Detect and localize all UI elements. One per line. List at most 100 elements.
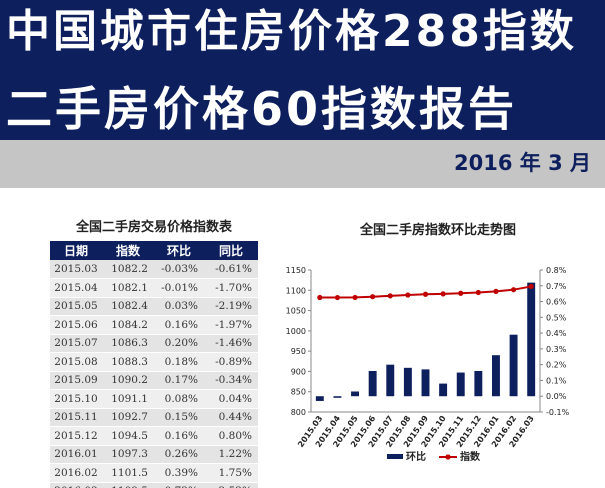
index-point xyxy=(370,294,376,300)
cell-index: 1092.7 xyxy=(102,408,154,427)
cell-date: 2016.02 xyxy=(50,463,102,483)
right-axis-tick-label: 0.5% xyxy=(546,313,567,322)
cell-mom: -0.01% xyxy=(154,278,204,298)
column-header-yoy: 同比 xyxy=(204,241,258,260)
report-subtitle: 二手房价格60指数报告 xyxy=(6,82,518,136)
cell-date: 2015.10 xyxy=(50,389,102,409)
left-axis-tick-label: 1000 xyxy=(286,327,306,336)
mom-bar xyxy=(491,355,500,397)
chart-title: 全国二手房指数环比走势图 xyxy=(359,223,516,238)
cell-mom: 0.16% xyxy=(154,426,204,446)
index-point xyxy=(422,291,429,297)
cell-date: 2016.03 xyxy=(50,482,102,488)
index-point xyxy=(493,288,499,294)
mom-bar xyxy=(315,396,324,401)
cell-index: 1097.3 xyxy=(102,445,154,464)
cell-index: 1101.5 xyxy=(102,463,154,483)
cell-index: 1084.2 xyxy=(102,315,154,335)
mom-bar xyxy=(439,383,448,397)
cell-index: 1082.1 xyxy=(102,278,154,298)
cell-date: 2015.04 xyxy=(50,278,102,298)
cell-date: 2015.05 xyxy=(50,297,102,316)
table-row: 2016.02 1101.5 0.39% 1.75% xyxy=(50,463,258,483)
cell-yoy: -1.97% xyxy=(204,315,258,335)
cell-mom: 0.15% xyxy=(154,408,204,427)
mom-bar xyxy=(456,372,465,397)
left-axis-tick-label: 1050 xyxy=(286,307,306,316)
table-row: 2015.09 1090.2 0.17% -0.34% xyxy=(50,371,258,390)
cell-index: 1088.3 xyxy=(102,352,154,372)
cell-mom: 0.08% xyxy=(154,389,204,409)
right-axis-tick-label: 0.1% xyxy=(546,376,567,385)
cell-index: 1090.2 xyxy=(102,371,154,390)
table-row: 2016.031109.50.72%2.52% xyxy=(50,482,258,488)
index-point xyxy=(317,294,323,301)
table-row: 2015.11 1092.7 0.15% 0.44% xyxy=(50,408,258,427)
index-point xyxy=(334,294,341,301)
cell-date: 2015.09 xyxy=(50,371,102,390)
cell-yoy: 2.52% xyxy=(204,482,258,488)
right-axis-tick-label: 0.0% xyxy=(546,392,567,401)
cell-index: 1091.1 xyxy=(102,389,154,409)
table-row: 2015.10 1091.1 0.08% 0.04% xyxy=(50,389,258,409)
right-axis-tick-label: 0.4% xyxy=(546,329,567,338)
legend-mom-swatch xyxy=(387,454,403,459)
right-axis-tick-label: 0.3% xyxy=(546,345,567,354)
cell-mom: 0.39% xyxy=(154,463,204,483)
legend-mom-label: 环比 xyxy=(406,450,426,463)
table-row: 2015.06 1084.2 0.16% -1.97% xyxy=(50,315,258,335)
report-date: 2016 年 3 月 xyxy=(454,151,591,175)
index-point xyxy=(440,291,446,297)
cell-date: 2015.11 xyxy=(50,408,102,427)
mom-bar xyxy=(368,370,377,397)
right-axis-tick-label: -0.1% xyxy=(546,408,570,417)
report-title: 中国城市住房价格288指数 xyxy=(6,6,577,57)
cell-date: 2015.12 xyxy=(50,426,102,446)
cell-mom: 0.16% xyxy=(154,315,204,335)
table-header-row: 日期 指数 环比 同比 xyxy=(50,241,258,260)
left-axis-tick-label: 850 xyxy=(291,388,306,397)
table-row: 2015.04 1082.1 -0.01% -1.70% xyxy=(50,278,258,298)
cell-date: 2015.08 xyxy=(50,352,102,372)
cell-date: 2015.06 xyxy=(50,315,102,335)
index-point xyxy=(405,292,411,298)
table-row: 2015.12 1094.5 0.16% 0.80% xyxy=(50,426,258,446)
cell-yoy: -1.46% xyxy=(204,334,258,353)
right-axis-tick-label: 0.8% xyxy=(546,266,567,275)
index-point xyxy=(352,294,358,301)
mom-bar xyxy=(509,334,518,397)
mom-bar xyxy=(474,370,483,397)
cell-mom: 0.26% xyxy=(154,445,204,464)
table-row: 2015.08 1088.3 0.18% -0.89% xyxy=(50,352,258,372)
left-axis-tick-label: 800 xyxy=(291,408,306,417)
index-trend-chart: 800 850 900 950 1000 1050 1100 1150 -0.1% 0.0% 0.1… xyxy=(286,266,570,463)
price-index-table: 日期 指数 环比 同比 2015.03 1082.2 -0.03% -0.61% 201… xyxy=(50,241,258,488)
index-point xyxy=(475,289,481,296)
cell-index: 1082.4 xyxy=(102,297,154,316)
cell-date: 2016.01 xyxy=(50,445,102,464)
cell-yoy: -1.70% xyxy=(204,278,258,298)
index-point xyxy=(510,287,517,293)
cell-yoy: 0.80% xyxy=(204,426,258,446)
cell-mom: 0.17% xyxy=(154,371,204,390)
mom-bar xyxy=(527,282,536,397)
cell-mom: 0.72% xyxy=(154,482,204,488)
left-axis-tick-label: 900 xyxy=(291,367,306,376)
cell-yoy: 0.04% xyxy=(204,389,258,409)
mom-bar xyxy=(421,369,430,397)
mom-bar xyxy=(403,367,412,397)
legend-index-label: 指数 xyxy=(460,450,481,463)
right-axis-tick-label: 0.7% xyxy=(546,282,567,291)
legend-index-marker xyxy=(445,454,451,460)
index-point xyxy=(387,293,393,299)
cell-mom: 0.03% xyxy=(154,297,204,316)
table-row: 2015.03 1082.2 -0.03% -0.61% xyxy=(50,260,258,279)
right-axis-tick-label: 0.6% xyxy=(546,298,567,307)
cell-mom: 0.20% xyxy=(154,334,204,353)
mom-bar xyxy=(386,364,395,397)
header-band: 中国城市住房价格288指数 二手房价格60指数报告 xyxy=(0,0,605,140)
cell-yoy: -0.34% xyxy=(204,371,258,390)
left-axis-tick-label: 950 xyxy=(291,347,306,356)
table-row: 2015.05 1082.4 0.03% -2.19% xyxy=(50,297,258,316)
